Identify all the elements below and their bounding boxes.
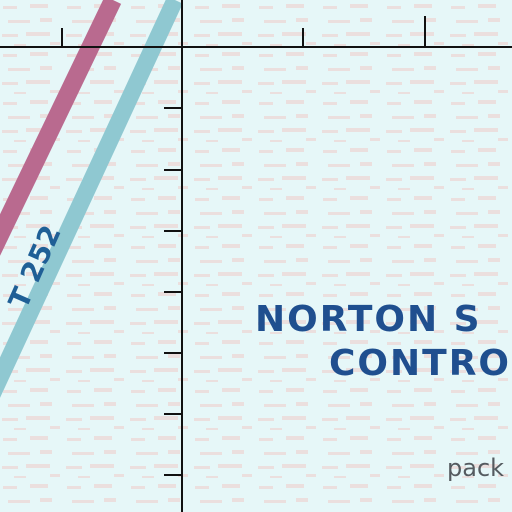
area-label-line2: CONTRO xyxy=(329,343,512,384)
area-label-line1: NORTON S xyxy=(255,299,482,340)
route-magenta xyxy=(0,0,122,256)
route-blue xyxy=(0,0,183,398)
pack-text: pack xyxy=(447,454,505,482)
controlled-area-label: NORTON S CONTRO xyxy=(255,298,512,386)
